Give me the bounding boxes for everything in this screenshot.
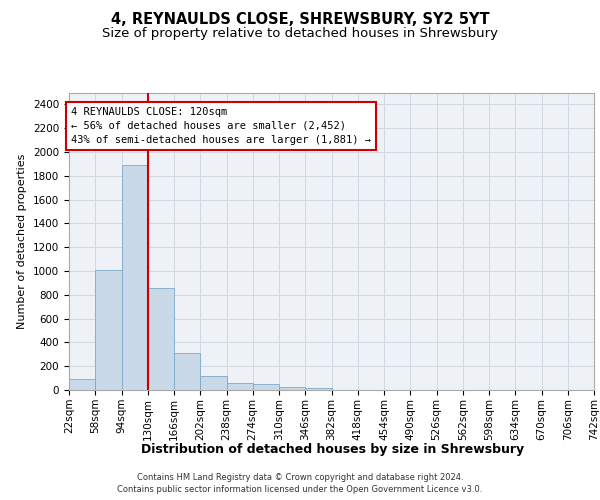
Bar [174, 352, 200, 390]
Bar [253, 384, 279, 390]
Text: 4, REYNAULDS CLOSE, SHREWSBURY, SY2 5YT: 4, REYNAULDS CLOSE, SHREWSBURY, SY2 5YT [110, 12, 490, 28]
Y-axis label: Number of detached properties: Number of detached properties [17, 154, 28, 329]
Bar [121, 165, 148, 390]
Bar [200, 376, 227, 390]
Text: 4 REYNAULDS CLOSE: 120sqm
← 56% of detached houses are smaller (2,452)
43% of se: 4 REYNAULDS CLOSE: 120sqm ← 56% of detac… [71, 107, 371, 145]
Bar [69, 378, 95, 390]
Bar [148, 288, 174, 390]
Text: Contains HM Land Registry data © Crown copyright and database right 2024.: Contains HM Land Registry data © Crown c… [137, 472, 463, 482]
Bar [279, 387, 305, 390]
Text: Distribution of detached houses by size in Shrewsbury: Distribution of detached houses by size … [142, 442, 524, 456]
Text: Size of property relative to detached houses in Shrewsbury: Size of property relative to detached ho… [102, 28, 498, 40]
Text: Contains public sector information licensed under the Open Government Licence v3: Contains public sector information licen… [118, 485, 482, 494]
Bar [227, 383, 253, 390]
Bar [95, 270, 121, 390]
Bar [305, 388, 331, 390]
